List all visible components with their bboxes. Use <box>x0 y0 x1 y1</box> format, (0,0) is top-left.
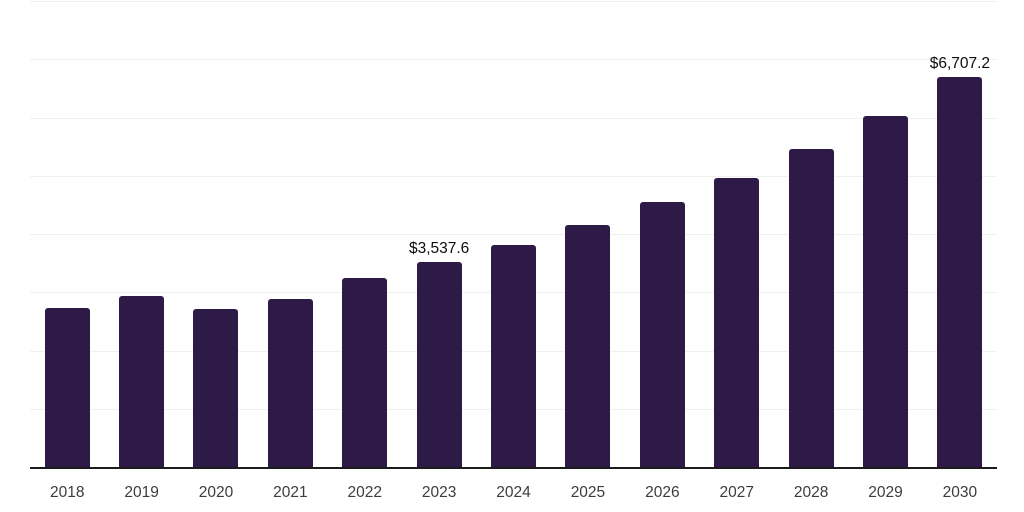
bar-value-label: $3,537.6 <box>408 239 470 257</box>
bar <box>44 308 90 468</box>
bar <box>193 308 239 468</box>
x-axis-labels: 2018 2019 2020 2021 2022 2023 2024 2025 2026 2027… <box>30 484 997 501</box>
bars-container: $3,537.6 $6,707.2 <box>30 2 997 468</box>
bar-group <box>179 2 253 468</box>
x-tick-label: 2030 <box>942 484 978 501</box>
bar <box>491 244 537 468</box>
x-tick-label: 2021 <box>273 484 308 501</box>
x-tick-label: 2022 <box>347 484 382 501</box>
x-tick-label: 2018 <box>49 484 85 501</box>
x-tick-label: 2027 <box>719 484 754 501</box>
bar-group <box>30 2 104 468</box>
bar-group <box>476 2 550 468</box>
gridline <box>30 234 997 235</box>
bar-group <box>700 2 774 468</box>
bar-group <box>848 2 922 468</box>
gridline <box>30 59 997 61</box>
bar-group <box>104 2 178 468</box>
x-tick-label: 2020 <box>198 484 234 501</box>
bar <box>119 295 165 468</box>
x-tick-label: 2029 <box>868 484 903 501</box>
x-tick-label: 2028 <box>793 484 829 501</box>
bar-group <box>253 2 327 468</box>
bar-group: $6,707.2 <box>923 2 997 468</box>
x-tick-label: 2026 <box>645 484 680 501</box>
gridline <box>30 175 997 177</box>
bar <box>937 77 983 468</box>
bar <box>788 148 834 468</box>
gridline <box>30 117 997 119</box>
bar-group <box>328 2 402 468</box>
x-axis-line <box>30 467 997 469</box>
bar <box>862 115 908 468</box>
bar <box>267 298 313 468</box>
bar <box>714 177 760 468</box>
plot-area: $3,537.6 $6,707.2 <box>30 1 997 468</box>
bar <box>342 277 388 468</box>
x-tick-label: 2025 <box>570 484 606 501</box>
bar-group <box>625 2 699 468</box>
gridline <box>30 1 997 2</box>
bar-group <box>774 2 848 468</box>
bar-value-label: $6,707.2 <box>929 55 991 73</box>
bar <box>639 202 685 468</box>
bar <box>416 261 462 468</box>
x-tick-label: 2023 <box>421 484 457 501</box>
bar-group: $3,537.6 <box>402 2 476 468</box>
bar-group <box>551 2 625 468</box>
bar <box>565 225 611 468</box>
x-tick-label: 2019 <box>124 484 159 501</box>
x-tick-label: 2024 <box>496 484 531 501</box>
